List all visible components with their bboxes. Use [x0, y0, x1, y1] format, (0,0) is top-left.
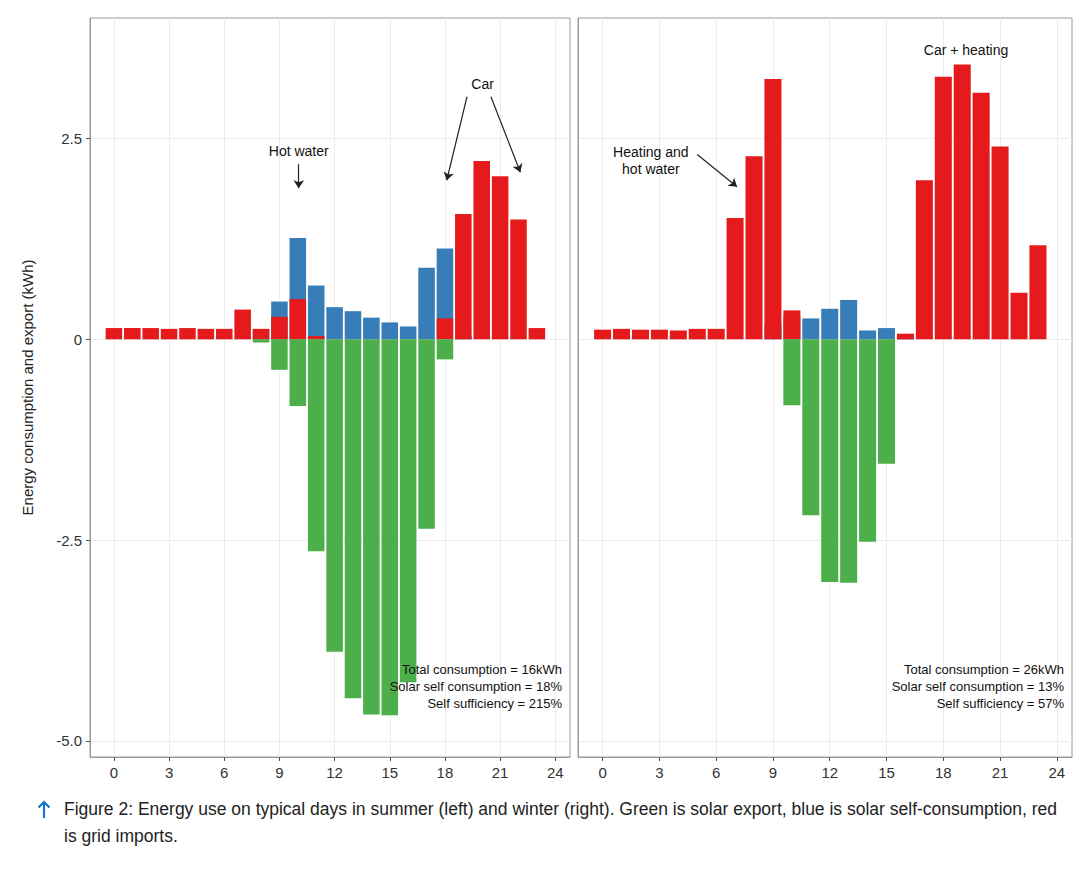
svg-text:15: 15: [878, 764, 895, 781]
svg-text:Hot water: Hot water: [269, 143, 329, 159]
svg-text:18: 18: [437, 764, 454, 781]
svg-text:21: 21: [992, 764, 1009, 781]
svg-text:0: 0: [598, 764, 606, 781]
svg-text:3: 3: [655, 764, 663, 781]
svg-text:24: 24: [1049, 764, 1066, 781]
svg-text:hot water: hot water: [622, 161, 680, 177]
svg-text:Self sufficiency = 57%: Self sufficiency = 57%: [937, 696, 1065, 711]
svg-text:12: 12: [326, 764, 343, 781]
svg-text:6: 6: [220, 764, 228, 781]
svg-text:0: 0: [110, 764, 118, 781]
svg-text:6: 6: [712, 764, 720, 781]
svg-text:9: 9: [275, 764, 283, 781]
svg-text:24: 24: [547, 764, 564, 781]
html-text:Figure 2: Energy use on typica: Figure 2: Energy use on typical days in …: [64, 799, 1058, 846]
svg-text:Solar self consumption = 13%: Solar self consumption = 13%: [892, 679, 1065, 694]
svg-text:Total consumption = 16kWh: Total consumption = 16kWh: [402, 662, 562, 677]
svg-text:Car: Car: [471, 76, 494, 92]
svg-text:9: 9: [769, 764, 777, 781]
svg-text:15: 15: [381, 764, 398, 781]
svg-text:21: 21: [492, 764, 509, 781]
svg-text:Solar self consumption = 18%: Solar self consumption = 18%: [390, 679, 563, 694]
svg-text:Car + heating: Car + heating: [924, 42, 1008, 58]
svg-text:-2.5: -2.5: [56, 532, 82, 549]
svg-text:Self sufficiency = 215%: Self sufficiency = 215%: [427, 696, 562, 711]
svg-text:18: 18: [935, 764, 952, 781]
svg-text:12: 12: [821, 764, 838, 781]
svg-text:3: 3: [165, 764, 173, 781]
svg-text:2.5: 2.5: [61, 130, 82, 147]
svg-text:0: 0: [74, 331, 82, 348]
svg-text:Total consumption = 26kWh: Total consumption = 26kWh: [904, 662, 1064, 677]
svg-text:-5.0: -5.0: [56, 732, 82, 749]
svg-text:Energy consumption and export: Energy consumption and export (kWh): [19, 260, 36, 516]
svg-text:Heating and: Heating and: [613, 144, 689, 160]
